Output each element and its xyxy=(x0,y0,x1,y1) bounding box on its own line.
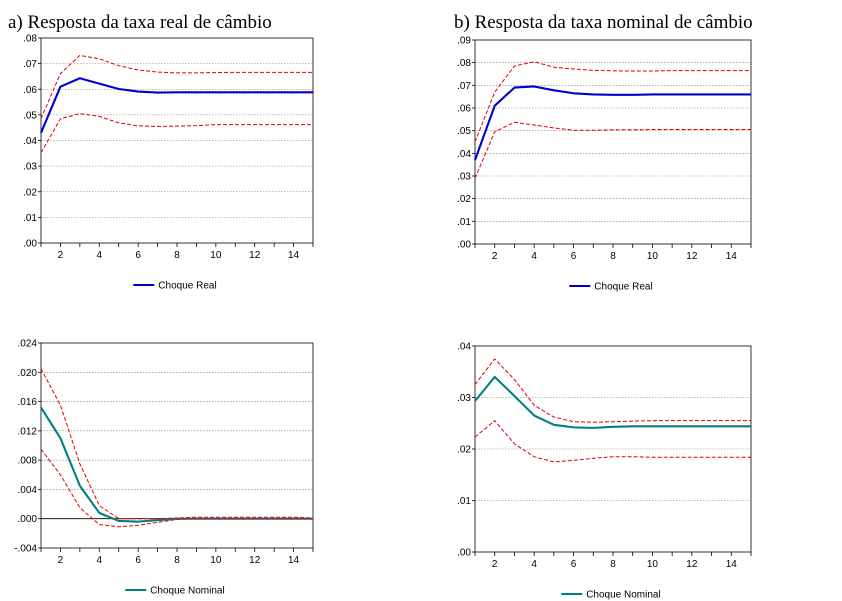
x-tick-label: 12 xyxy=(686,559,698,570)
x-tick-label: 14 xyxy=(288,250,300,261)
y-tick-label: .016 xyxy=(18,397,38,408)
legend-label: Choque Real xyxy=(594,282,652,293)
y-tick-label: .04 xyxy=(457,149,471,160)
y-tick-label: .000 xyxy=(18,514,38,525)
y-tick-label: -.004 xyxy=(14,544,37,555)
y-tick-label: .00 xyxy=(23,239,37,250)
y-tick-label: .020 xyxy=(18,368,38,379)
panel-b-title: b) Resposta da taxa nominal de câmbio xyxy=(454,12,753,33)
x-tick-label: 8 xyxy=(610,559,616,570)
y-tick-label: .00 xyxy=(457,548,471,559)
legend-label: Choque Nominal xyxy=(150,586,225,597)
y-tick-label: .04 xyxy=(457,342,471,353)
response-line xyxy=(474,85,751,161)
x-tick-label: 2 xyxy=(492,251,498,262)
x-tick-label: 2 xyxy=(58,250,64,261)
confidence-band-lower xyxy=(40,448,313,528)
response-line xyxy=(40,77,313,134)
y-tick-label: .012 xyxy=(18,426,38,437)
x-tick-label: 12 xyxy=(249,555,261,566)
confidence-band-upper xyxy=(474,358,751,423)
confidence-band-upper xyxy=(474,61,751,143)
legend-label: Choque Real xyxy=(158,281,216,292)
y-tick-label: .024 xyxy=(18,339,38,350)
panel-a-title: a) Resposta da taxa real de câmbio xyxy=(8,12,272,33)
x-tick-label: 8 xyxy=(174,555,180,566)
y-tick-label: .00 xyxy=(457,240,471,251)
y-tick-label: .03 xyxy=(457,172,471,183)
confidence-band-lower xyxy=(40,113,313,154)
y-tick-label: .06 xyxy=(457,104,471,115)
x-tick-label: 14 xyxy=(288,555,300,566)
x-tick-label: 2 xyxy=(492,559,498,570)
panel-c: -.004 .000 .004 .008 .012 .016 .020 .024 2 4 6 8 10 1… xyxy=(14,339,314,597)
y-tick-label: .04 xyxy=(23,136,37,147)
x-tick-label: 6 xyxy=(571,251,577,262)
confidence-band-upper xyxy=(40,368,314,520)
panel-b: .00 .01 .02 .03 .04 .05 .06 .07 .08 .09 2 4 6 8 10 12 14… xyxy=(457,36,752,293)
confidence-band-lower xyxy=(474,420,751,463)
y-tick-label: .02 xyxy=(23,187,37,198)
y-tick-label: .07 xyxy=(457,81,471,92)
x-tick-label: 10 xyxy=(647,251,659,262)
x-tick-label: 4 xyxy=(531,559,537,570)
y-tick-label: .07 xyxy=(23,59,37,70)
panel-a: .00 .01 .02 .03 .04 .05 .06 .07 .08 2 4 6 8 10 12 14 Cho… xyxy=(23,34,314,292)
x-tick-label: 14 xyxy=(726,251,738,262)
x-tick-label: 12 xyxy=(686,251,698,262)
x-tick-label: 14 xyxy=(726,559,738,570)
y-tick-label: .02 xyxy=(457,194,471,205)
confidence-band-upper xyxy=(40,54,313,119)
y-tick-label: .01 xyxy=(23,213,37,224)
x-tick-label: 4 xyxy=(97,250,103,261)
x-tick-label: 2 xyxy=(58,555,64,566)
y-tick-label: .03 xyxy=(23,162,37,173)
x-tick-label: 10 xyxy=(210,250,222,261)
y-tick-label: .06 xyxy=(23,85,37,96)
x-tick-label: 6 xyxy=(135,250,141,261)
y-tick-label: .05 xyxy=(23,110,37,121)
response-line xyxy=(40,406,313,523)
x-tick-label: 6 xyxy=(135,555,141,566)
y-tick-label: .01 xyxy=(457,496,471,507)
legend-label: Choque Nominal xyxy=(586,590,661,601)
y-tick-label: .03 xyxy=(457,393,471,404)
x-tick-label: 10 xyxy=(210,555,222,566)
confidence-band-lower xyxy=(474,121,751,179)
y-tick-label: .004 xyxy=(18,485,38,496)
x-tick-label: 6 xyxy=(571,559,577,570)
y-tick-label: .09 xyxy=(457,36,471,47)
y-tick-label: .008 xyxy=(18,456,38,467)
y-tick-label: .02 xyxy=(457,445,471,456)
x-tick-label: 10 xyxy=(647,559,659,570)
x-tick-label: 4 xyxy=(97,555,103,566)
x-tick-label: 12 xyxy=(249,250,261,261)
x-tick-label: 8 xyxy=(610,251,616,262)
y-tick-label: .08 xyxy=(23,34,37,45)
x-tick-label: 4 xyxy=(531,251,537,262)
y-tick-label: .05 xyxy=(457,126,471,137)
response-line xyxy=(474,375,751,429)
panel-d: .00 .01 .02 .03 .04 2 4 6 8 10 12 14 Choque Nominal xyxy=(457,342,752,601)
x-tick-label: 8 xyxy=(174,250,180,261)
y-tick-label: .01 xyxy=(457,217,471,228)
y-tick-label: .08 xyxy=(457,58,471,69)
